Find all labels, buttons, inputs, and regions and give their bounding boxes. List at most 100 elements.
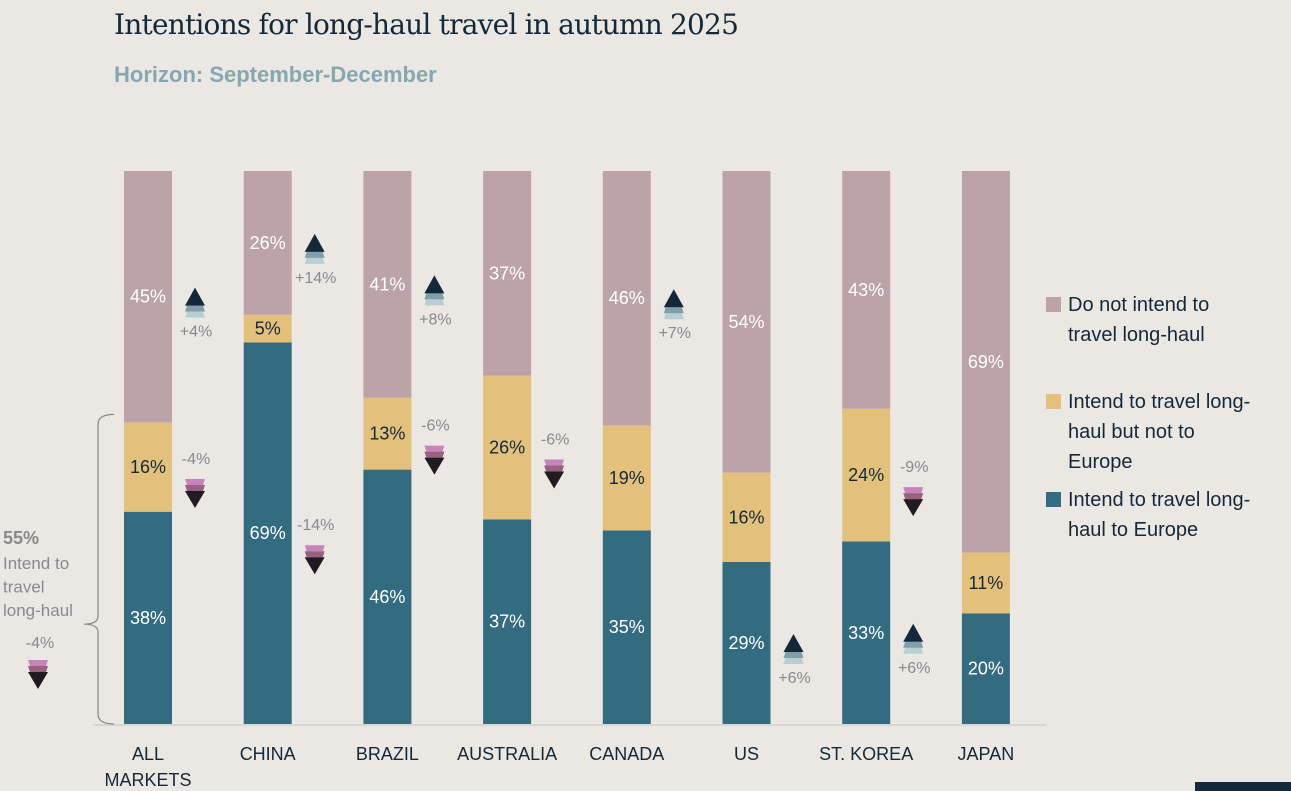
down-arrow-icon-layer xyxy=(544,459,565,466)
data-label: 46% xyxy=(369,587,405,607)
x-tick-label: MARKETS xyxy=(104,770,191,790)
bar-segment xyxy=(363,171,412,398)
data-label: 13% xyxy=(369,424,405,444)
data-label: 38% xyxy=(130,608,166,628)
down-arrow-icon-layer xyxy=(28,666,48,672)
x-tick-label: BRAZIL xyxy=(356,744,419,764)
legend-item-long-haul-europe: Intend to travel long-haul to Europe xyxy=(1046,485,1288,545)
up-arrow-icon-layer xyxy=(185,311,205,318)
data-label: 26% xyxy=(489,438,525,458)
change-label: +6% xyxy=(778,670,810,687)
chart-subtitle: Horizon: September-December xyxy=(114,62,437,87)
down-arrow-icon xyxy=(185,491,205,509)
chart-title: Intentions for long-haul travel in autum… xyxy=(114,8,739,41)
bar-segment xyxy=(602,530,651,724)
up-arrow-icon xyxy=(424,275,445,294)
legend-item-not-long-haul: Do not intend to travel long-haul xyxy=(1046,290,1288,350)
up-arrow-icon xyxy=(185,287,205,306)
bar-segment xyxy=(722,562,771,724)
data-label: 69% xyxy=(250,523,286,543)
change-label: +14% xyxy=(295,270,336,287)
change-label: -6% xyxy=(421,418,449,435)
data-label: 37% xyxy=(489,612,525,632)
up-arrow-icon xyxy=(304,233,325,252)
data-label: 26% xyxy=(250,233,286,253)
x-tick-label: ALL xyxy=(132,744,164,764)
legend-swatch xyxy=(1046,297,1061,312)
data-label: 45% xyxy=(130,287,166,307)
bar-segment xyxy=(243,171,292,315)
down-arrow-icon-layer xyxy=(185,485,205,492)
down-arrow-icon-layer xyxy=(903,493,924,500)
bracket-text: travel xyxy=(3,578,45,597)
data-label: 35% xyxy=(609,617,645,637)
data-label: 43% xyxy=(848,280,884,300)
bar-segment xyxy=(363,469,412,724)
legend-label: Intend to travel long-haul but not to Eur… xyxy=(1068,391,1251,473)
bar-segment xyxy=(602,171,651,426)
x-tick-label: CANADA xyxy=(589,744,664,764)
down-arrow-icon-layer xyxy=(424,445,445,452)
data-label: 24% xyxy=(848,465,884,485)
legend-label: Intend to travel long-haul to Europe xyxy=(1068,489,1251,541)
down-arrow-icon-layer xyxy=(544,465,565,472)
x-tick-label: US xyxy=(734,744,759,764)
up-arrow-icon-layer xyxy=(903,647,924,654)
legend-swatch xyxy=(1046,492,1061,507)
legend-label: Do not intend to travel long-haul xyxy=(1068,294,1210,346)
bracket xyxy=(83,413,115,725)
data-label: 69% xyxy=(968,352,1004,372)
bracket-text: long-haul xyxy=(3,601,73,620)
x-tick-label: CHINA xyxy=(240,744,296,764)
bracket-change-label: -4% xyxy=(26,635,54,652)
change-label: -14% xyxy=(297,517,334,534)
down-arrow-icon xyxy=(424,457,445,475)
change-label: +8% xyxy=(419,311,451,328)
bar-segment xyxy=(483,375,532,520)
bar-segment xyxy=(722,472,771,563)
bracket-value-label: 55% xyxy=(3,528,39,548)
up-arrow-icon-layer xyxy=(903,641,924,648)
down-arrow-icon-layer xyxy=(903,487,924,494)
up-arrow-icon-layer xyxy=(783,658,804,665)
bar-segment xyxy=(243,314,292,343)
legend-swatch xyxy=(1046,394,1061,409)
change-label: -4% xyxy=(182,451,210,468)
up-arrow-icon xyxy=(783,634,804,653)
bottom-corner-bar xyxy=(1195,782,1291,791)
bar-segment xyxy=(842,541,891,724)
bar-segment xyxy=(243,342,292,724)
data-label: 33% xyxy=(848,623,884,643)
down-arrow-icon-layer xyxy=(304,545,325,552)
down-arrow-icon xyxy=(28,672,48,689)
up-arrow-icon-layer xyxy=(783,652,804,659)
down-arrow-icon xyxy=(304,557,325,575)
up-arrow-icon-layer xyxy=(663,307,684,314)
bar-segment xyxy=(124,511,172,724)
bar-segment xyxy=(722,171,771,473)
up-arrow-icon-layer xyxy=(424,293,445,300)
data-label: 41% xyxy=(369,274,405,294)
change-label: -9% xyxy=(900,459,928,476)
change-label: +6% xyxy=(898,660,930,677)
change-label: +7% xyxy=(659,325,691,342)
bracket-text: Intend to xyxy=(3,554,69,573)
bar-segment xyxy=(124,171,172,423)
bar-segment xyxy=(363,397,412,470)
x-tick-label: AUSTRALIA xyxy=(457,744,557,764)
data-label: 54% xyxy=(728,312,764,332)
data-label: 5% xyxy=(255,319,281,339)
bar-segment xyxy=(961,552,1010,614)
down-arrow-icon-layer xyxy=(185,479,205,486)
up-arrow-icon xyxy=(663,289,684,308)
data-label: 20% xyxy=(968,659,1004,679)
data-label: 16% xyxy=(728,507,764,527)
down-arrow-icon xyxy=(544,471,565,489)
change-label: -6% xyxy=(541,432,569,449)
data-label: 19% xyxy=(609,468,645,488)
x-tick-label: ST. KOREA xyxy=(819,744,913,764)
bar-segment xyxy=(602,425,651,531)
bar-segment xyxy=(842,408,891,542)
up-arrow-icon-layer xyxy=(663,313,684,320)
